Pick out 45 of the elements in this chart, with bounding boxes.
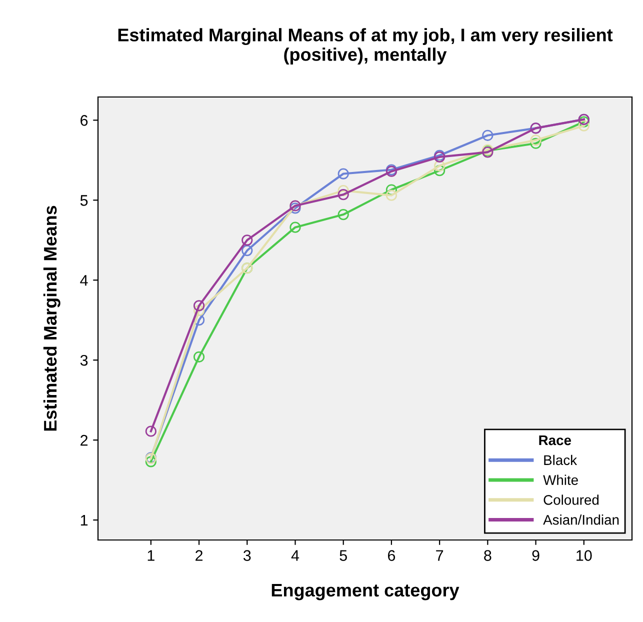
point — [578, 120, 590, 132]
x-tick-label: 6 — [388, 550, 396, 561]
point — [530, 134, 542, 146]
y-tick-label: 6 — [80, 115, 88, 126]
point — [482, 130, 494, 141]
point — [290, 202, 301, 214]
legend-label: White — [543, 474, 578, 485]
x-tick-label: 9 — [532, 550, 540, 561]
point — [193, 351, 205, 362]
point — [242, 244, 253, 256]
y-tick-label: 2 — [80, 434, 88, 446]
x-tick-label: 1 — [148, 550, 154, 561]
point — [338, 168, 349, 180]
point — [434, 165, 446, 176]
x-tick-label: 8 — [484, 550, 492, 561]
y-tick-label: 3 — [80, 354, 88, 366]
point — [290, 222, 301, 233]
legend-label: Asian/Indian — [543, 514, 619, 525]
point — [530, 138, 542, 149]
y-tick-label: 5 — [80, 195, 88, 206]
x-axis-title: Engagement category — [272, 584, 460, 600]
point — [242, 234, 253, 246]
point — [193, 300, 205, 312]
y-axis-title: Estimated Marginal Means — [43, 206, 60, 431]
point — [338, 185, 349, 196]
x-tick-label: 3 — [243, 550, 251, 561]
legend-label: Black — [544, 454, 578, 466]
point — [578, 116, 590, 128]
y-tick-label: 4 — [80, 275, 88, 286]
point — [338, 189, 349, 200]
point — [193, 304, 205, 316]
x-tick-label: 7 — [436, 550, 444, 561]
point — [145, 426, 156, 437]
x-tick-label: 10 — [576, 550, 592, 561]
y-tick-label: 1 — [80, 515, 88, 526]
point — [338, 208, 349, 220]
x-tick-label: 5 — [340, 550, 347, 561]
point — [386, 190, 398, 201]
chart-title: Estimated Marginal Means of at my job, I am very resilient (positive), mentally — [118, 28, 613, 64]
point — [434, 160, 446, 172]
legend-title: Race — [539, 435, 572, 446]
legend-label: Coloured — [544, 494, 599, 505]
x-tick-label: 2 — [196, 550, 203, 561]
point — [145, 456, 156, 468]
x-tick-label: 4 — [291, 550, 300, 561]
